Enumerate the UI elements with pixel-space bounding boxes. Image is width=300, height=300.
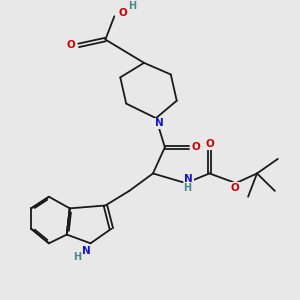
Text: O: O <box>67 40 76 50</box>
Text: O: O <box>192 142 200 152</box>
Text: O: O <box>205 139 214 149</box>
Text: H: H <box>128 1 136 11</box>
Text: N: N <box>82 246 91 256</box>
Text: N: N <box>154 118 163 128</box>
Text: N: N <box>184 174 193 184</box>
Text: O: O <box>230 183 239 193</box>
Text: O: O <box>118 8 127 18</box>
Text: H: H <box>73 252 81 262</box>
Text: H: H <box>183 183 191 193</box>
